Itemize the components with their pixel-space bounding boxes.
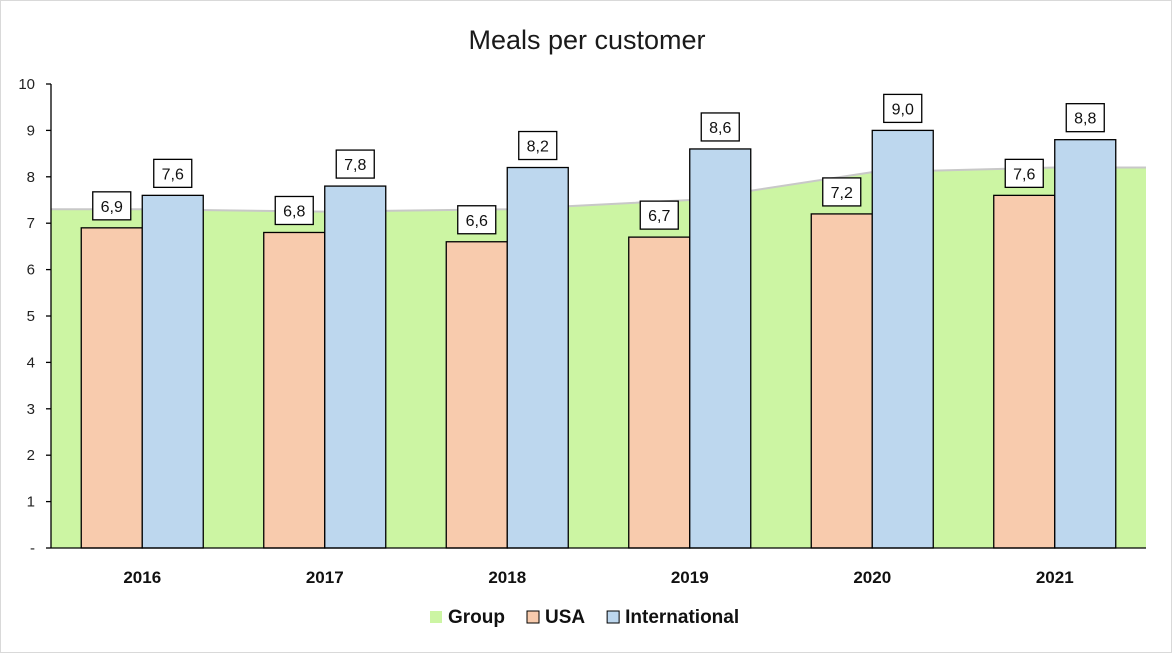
legend-swatch-international <box>606 610 620 624</box>
y-tick-label-7: 7 <box>27 215 35 232</box>
bar-international-2020 <box>871 129 934 549</box>
bar-usa-2016 <box>80 227 143 549</box>
plot-area: 6,9 6,8 6,6 6,7 7,2 7,6 7,6 7,8 8,2 8,6 9,0 8,8 - 1 2 3… <box>18 76 1146 587</box>
y-tick-label-5: 5 <box>27 308 35 325</box>
y-tick-label-0: - <box>30 540 35 557</box>
data-label-usa-2021: 7,6 <box>1013 166 1035 183</box>
data-label-box-international-2020 <box>883 93 923 124</box>
data-label-box-usa-2020 <box>822 177 862 207</box>
data-label-usa-2016: 6,9 <box>101 199 123 216</box>
x-tick-label-2019: 2019 <box>671 568 709 587</box>
bar-usa-2018 <box>445 241 508 549</box>
bar-usa-2020 <box>810 213 873 549</box>
y-tick-label-3: 3 <box>27 401 35 418</box>
legend-label-group: Group <box>448 607 505 628</box>
data-label-usa-2020: 7,2 <box>831 185 853 202</box>
data-label-box-usa-2019 <box>639 200 679 230</box>
x-tick-label-2018: 2018 <box>488 568 526 587</box>
legend-swatch-group <box>430 611 442 623</box>
data-label-usa-2019: 6,7 <box>648 208 670 225</box>
data-label-international-2017: 7,8 <box>344 157 366 174</box>
legend: Group USA International <box>430 607 739 628</box>
data-label-usa-2017: 6,8 <box>283 203 305 220</box>
legend-swatch-usa <box>526 610 540 624</box>
x-tick-label-2020: 2020 <box>853 568 891 587</box>
y-tick-label-9: 9 <box>27 122 35 139</box>
x-tick-label-2016: 2016 <box>123 568 161 587</box>
x-tick-label-2021: 2021 <box>1036 568 1074 587</box>
area-group <box>51 167 1146 548</box>
data-label-box-international-2016 <box>153 158 193 189</box>
data-label-box-international-2017 <box>335 149 375 179</box>
data-label-international-2021: 8,8 <box>1074 111 1096 128</box>
y-tick-label-4: 4 <box>27 354 35 371</box>
bar-usa-2017 <box>263 231 326 549</box>
data-label-international-2016: 7,6 <box>162 166 184 183</box>
data-label-box-usa-2018 <box>457 205 497 235</box>
data-label-international-2018: 8,2 <box>527 139 549 156</box>
legend-label-usa: USA <box>545 607 585 628</box>
chart-title: Meals per customer <box>468 25 705 55</box>
x-tick-label-2017: 2017 <box>306 568 344 587</box>
y-tick-label-8: 8 <box>27 169 35 186</box>
bar-international-2018 <box>506 166 569 549</box>
bar-international-2016 <box>141 194 204 549</box>
bar-international-2021 <box>1054 139 1117 549</box>
data-label-box-usa-2021 <box>1004 158 1044 189</box>
y-tick-label-2: 2 <box>27 447 35 464</box>
y-tick-label-1: 1 <box>27 494 35 511</box>
data-label-box-international-2019 <box>700 112 740 142</box>
data-label-international-2019: 8,6 <box>709 120 731 137</box>
data-label-usa-2018: 6,6 <box>466 213 488 230</box>
data-label-box-usa-2017 <box>274 195 314 226</box>
bar-international-2017 <box>324 185 387 549</box>
bar-international-2019 <box>689 148 752 549</box>
legend-label-international: International <box>625 607 739 628</box>
data-label-box-international-2018 <box>518 130 558 161</box>
bar-usa-2021 <box>993 194 1056 549</box>
y-tick-label-10: 10 <box>18 76 35 93</box>
data-label-box-international-2021 <box>1065 103 1105 133</box>
data-label-box-usa-2016 <box>92 191 132 221</box>
bar-usa-2019 <box>628 236 691 549</box>
data-label-international-2020: 9,0 <box>892 101 914 118</box>
y-tick-label-6: 6 <box>27 262 35 279</box>
